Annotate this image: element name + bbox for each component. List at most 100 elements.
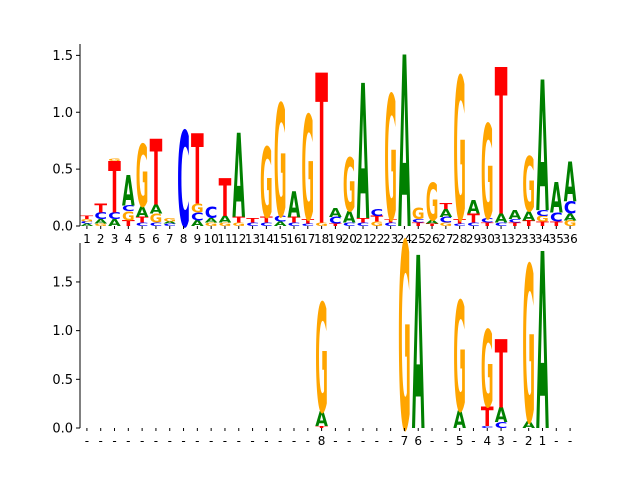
glyph-G-pos-12-0: G	[232, 222, 245, 228]
glyph-A-pos-28-0: A	[453, 406, 466, 434]
glyph-T-pos-4-0: T	[122, 219, 135, 228]
x-tick-label-22: 22	[369, 232, 384, 246]
x-tick-label-31: 3	[497, 434, 505, 448]
glyph-G-pos-27-0: G	[439, 222, 452, 228]
glyph-T-pos-30-1: T	[481, 403, 494, 433]
glyph-G-pos-28-1: G	[453, 273, 466, 447]
glyph-C-pos-14-0: C	[260, 222, 273, 228]
x-tick-label-30: 30	[480, 232, 495, 246]
x-tick-label-19: 19	[328, 232, 343, 246]
glyph-C-pos-5-0: C	[136, 222, 149, 228]
glyph-T-pos-18-1: T	[315, 32, 328, 271]
glyph-T-pos-21-1: T	[357, 217, 370, 224]
glyph-C-pos-30-1: C	[481, 217, 494, 224]
glyph-C-pos-31-0: C	[495, 421, 508, 430]
glyph-T-pos-31-2: T	[495, 322, 508, 430]
glyph-G-pos-3-3: G	[108, 158, 121, 162]
glyph-A-pos-26-1: A	[426, 219, 440, 224]
glyph-C-pos-10-2: C	[205, 204, 218, 222]
x-tick-label-11: 11	[217, 232, 232, 246]
glyph-G-pos-9-2: G	[191, 202, 204, 216]
bottom-logo-panel: TAG G A AG CTG CAT AG A 0.00.51.01.5- - - - - - - - - - -…	[52, 191, 572, 480]
glyph-G-pos-36-0: G	[564, 219, 577, 228]
glyph-C-pos-32-1: C	[509, 218, 522, 224]
glyph-C-pos-21-0: C	[357, 222, 370, 228]
x-tick-label-19: -	[333, 434, 337, 448]
glyph-G-pos-34-1: G	[536, 214, 549, 223]
glyph-G-pos-6-1: G	[150, 212, 163, 226]
glyph-C-pos-29-0: C	[467, 222, 480, 228]
glyph-C-pos-6-0: C	[150, 222, 163, 228]
glyph-C-pos-27-1: C	[439, 216, 452, 225]
glyph-A-pos-24-0: A	[398, 9, 411, 283]
glyph-T-pos-16-1: T	[288, 216, 301, 225]
x-tick-label-7: 7	[166, 232, 174, 246]
glyph-G-pos-5-3: G	[136, 127, 149, 227]
glyph-C-pos-17-0: C	[301, 223, 314, 227]
glyph-C-pos-31-0: C	[495, 222, 508, 228]
x-tick-label-5: -	[140, 434, 144, 448]
y-tick-label-2: 1.0	[52, 106, 73, 121]
glyph-T-pos-25-0: T	[412, 222, 426, 228]
glyph-T-pos-14-1: T	[260, 216, 273, 225]
glyph-G-pos-14-2: G	[260, 129, 273, 241]
x-tick-label-28: 28	[452, 232, 467, 246]
x-tick-label-4: 4	[124, 232, 132, 246]
glyph-A-pos-1-0: A	[81, 223, 95, 227]
glyph-G-pos-2-0: G	[94, 223, 107, 227]
glyph-A-pos-18-1: A	[315, 409, 328, 432]
glyph-T-pos-19-0: T	[329, 223, 343, 227]
x-tick-label-16: -	[292, 434, 296, 448]
x-tick-label-4: -	[126, 434, 130, 448]
x-tick-label-21: -	[361, 434, 365, 448]
glyph-A-pos-20-1: A	[343, 208, 356, 227]
y-tick-label-3: 1.5	[52, 49, 73, 64]
x-tick-label-22: -	[375, 434, 379, 448]
x-tick-label-29: -	[471, 434, 475, 448]
y-tick-label-1: 0.5	[52, 163, 73, 178]
glyph-T-pos-32-0: T	[509, 222, 523, 228]
glyph-C-pos-22-2: C	[370, 208, 383, 219]
glyph-T-pos-18-0: T	[315, 426, 328, 429]
x-tick-label-18: 18	[314, 232, 329, 246]
glyph-T-pos-23-1: T	[384, 218, 398, 224]
y-tick-label-2: 1.0	[52, 324, 73, 339]
glyph-G-pos-24-0: G	[398, 191, 411, 480]
glyph-C-pos-36-2: C	[564, 199, 577, 219]
y-tick-label-1: 0.5	[52, 373, 73, 388]
x-tick-label-17: 17	[300, 232, 315, 246]
top-logo-axes: 0.00.51.01.51 2 3 4 5 6 7 8 9 1011121314151617181…	[52, 44, 578, 246]
glyph-A-pos-25-0: A	[412, 208, 425, 480]
glyph-A-pos-11-1: A	[219, 215, 233, 226]
y-tick-label-0: 0.0	[52, 220, 73, 235]
x-tick-label-34: 34	[535, 232, 550, 246]
x-tick-label-9: -	[195, 434, 199, 448]
x-tick-label-35: 35	[549, 232, 564, 246]
x-tick-label-26: -	[430, 434, 434, 448]
glyph-C-pos-7-0: C	[163, 223, 176, 227]
x-tick-label-16: 16	[286, 232, 301, 246]
glyph-A-pos-29-2: A	[467, 198, 480, 219]
glyph-A-pos-6-2: A	[150, 202, 164, 217]
glyph-T-pos-33-0: T	[522, 219, 535, 228]
glyph-G-pos-26-2: G	[426, 173, 439, 233]
glyph-T-pos-1-3: T	[81, 215, 95, 221]
glyph-T-pos-13-1: T	[246, 217, 259, 224]
glyph-A-pos-36-1: A	[564, 213, 578, 224]
glyph-A-pos-2-1: A	[94, 218, 107, 226]
x-tick-label-10: -	[209, 434, 213, 448]
glyph-A-pos-35-2: A	[550, 173, 563, 223]
x-tick-label-1: -	[85, 434, 89, 448]
x-tick-label-13: 13	[245, 232, 260, 246]
x-tick-label-3: 3	[111, 232, 119, 246]
x-tick-label-14: 14	[259, 232, 274, 246]
glyph-T-pos-29-1: T	[467, 211, 480, 226]
glyph-C-pos-4-2: C	[122, 205, 135, 214]
x-tick-label-24: 24	[397, 232, 412, 246]
glyph-T-pos-2-3: T	[94, 201, 107, 216]
glyph-C-pos-28-0: C	[453, 223, 466, 227]
y-tick-label-3: 1.5	[52, 275, 73, 290]
x-tick-label-9: 9	[194, 232, 202, 246]
x-tick-label-1: 1	[83, 232, 91, 246]
